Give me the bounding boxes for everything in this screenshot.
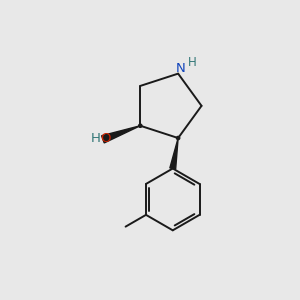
- Circle shape: [176, 136, 180, 140]
- Text: N: N: [176, 62, 185, 75]
- Polygon shape: [170, 138, 178, 169]
- Circle shape: [139, 124, 142, 127]
- Text: H: H: [91, 132, 100, 145]
- Polygon shape: [102, 126, 140, 143]
- Text: H: H: [188, 56, 197, 69]
- Text: O: O: [100, 132, 111, 145]
